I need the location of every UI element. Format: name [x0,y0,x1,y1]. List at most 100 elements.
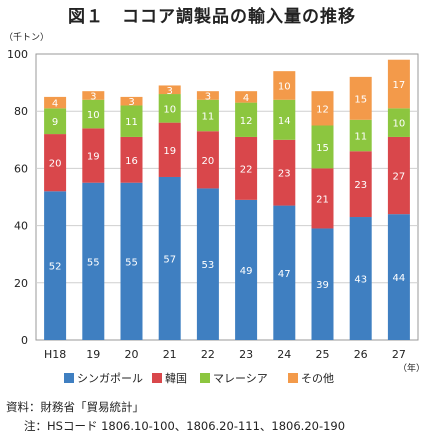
footnote-text: 注：HSコード 1806.10-100、1806.20-111、1806.20-… [24,419,346,433]
source-note: 資料：財務省「貿易統計」 [6,400,144,414]
x-tick-label: 25 [316,348,330,361]
data-label: 4 [52,99,58,110]
stacked-bar-chart: 52 20 9 4 55 19 10 3 55 16 11 3 57 19 10 3 53 20 11 3 49 22 12… [4,32,424,385]
y-tick-label: 60 [14,162,28,175]
data-label: 10 [393,119,406,130]
data-label: 23 [354,180,367,191]
data-label: 20 [202,156,215,167]
x-tick-label: 24 [277,348,291,361]
data-label: 16 [125,156,138,167]
y-tick-label: 100 [7,48,28,61]
bar-segment [158,176,181,340]
bar-segment [44,134,67,192]
bar-segment [82,182,105,340]
data-label: 55 [125,257,138,268]
data-label: 19 [163,146,176,157]
bar-segment [158,94,181,123]
y-axis-label: （千トン） [4,32,49,43]
bar-segment [387,59,410,109]
data-label: 12 [316,104,329,115]
data-label: 12 [240,116,253,127]
legend-swatch [288,373,298,383]
bar-segment [82,91,105,100]
data-label: 27 [393,172,406,183]
data-label: 14 [278,116,291,127]
bar-segment [235,136,258,200]
data-label: 10 [87,110,100,121]
bar-segment [196,131,219,189]
bar-segment [273,71,296,100]
x-tick-label: 20 [125,348,139,361]
bar-segment [387,108,410,137]
bar-segment [273,205,296,340]
data-label: 57 [163,254,176,265]
bar-segment [273,139,296,206]
bar-segment [120,105,143,137]
bar-segment [311,125,334,169]
bar-segment [44,191,67,340]
bar-segment [387,214,410,340]
bar-segment [196,188,219,340]
x-axis-unit: （年） [398,362,424,374]
page-title: 図１ ココア調製品の輸入量の推移 [68,7,356,27]
data-label: 17 [393,80,406,91]
legend-swatch [200,373,210,383]
legend-label: その他 [301,372,334,385]
legend-label: 韓国 [165,372,187,385]
y-tick-label: 20 [14,277,28,290]
data-label: 39 [316,280,329,291]
data-label: 3 [205,91,211,102]
bar-segment [311,168,334,229]
data-label: 44 [393,273,406,284]
data-label: 19 [87,152,100,163]
legend: シンガポール 韓国 マレーシア その他 [64,372,334,385]
bar-segment [44,96,67,109]
bar-segment [273,99,296,140]
x-tick-label: 21 [163,348,177,361]
data-label: 43 [354,275,367,286]
bar-segment [196,91,219,100]
legend-swatch [64,373,74,383]
x-tick-label: 23 [239,348,253,361]
bar-segment [82,128,105,183]
bar-segment [120,96,143,106]
bar-segment [120,136,143,183]
legend-swatch [152,373,162,383]
data-label: 20 [49,159,62,170]
data-label: 11 [354,132,367,143]
x-tick-label: 27 [392,348,406,361]
data-label: 11 [202,111,215,122]
x-tick-label: 19 [86,348,100,361]
bar-segment [120,182,143,340]
data-label: 11 [125,117,138,128]
data-label: 23 [278,169,291,180]
bar-segment [311,228,334,340]
data-label: 3 [167,86,173,97]
bar-segment [235,102,258,137]
data-label: 22 [240,164,253,175]
bar-segment [349,119,372,152]
bar-segment [311,91,334,126]
legend-label: マレーシア [213,372,268,385]
bar-segment [349,76,372,120]
data-label: 52 [49,262,62,273]
bar-segment [196,99,219,132]
data-label: 10 [163,104,176,115]
y-tick-label: 40 [14,220,28,233]
data-label: 21 [316,194,329,205]
data-label: 9 [52,117,58,128]
bar-segment [349,151,372,218]
bar-segment [349,217,372,340]
x-tick-label: 22 [201,348,215,361]
legend-label: シンガポール [77,372,143,385]
bar-segment [235,91,258,103]
bar-segment [44,108,67,135]
data-label: 15 [354,94,367,105]
bar-segment [82,99,105,129]
bar-segment [158,85,181,95]
data-label: 55 [87,257,100,268]
data-label: 3 [90,91,96,102]
data-label: 49 [240,266,253,277]
bar-segment [158,122,181,177]
